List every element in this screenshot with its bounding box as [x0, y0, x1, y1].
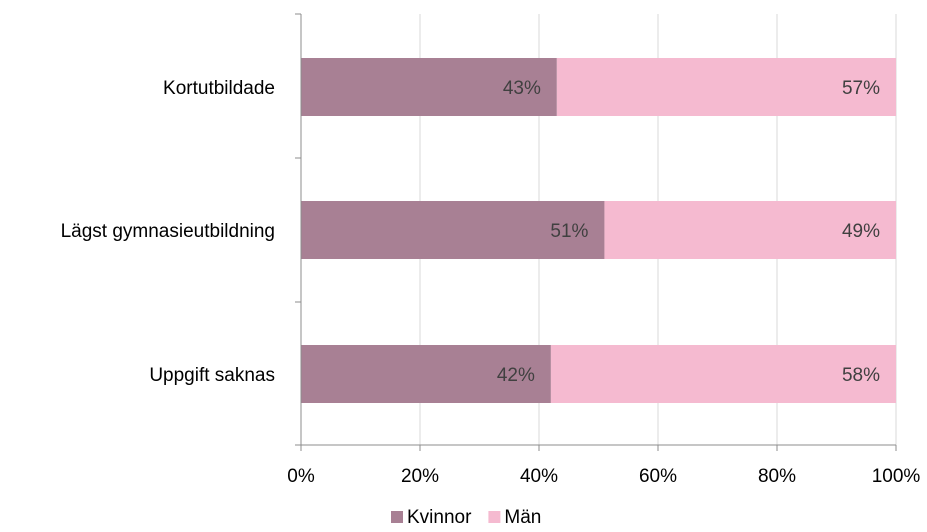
bars — [301, 58, 896, 403]
x-tick-label: 20% — [401, 466, 439, 487]
legend: Kvinnor Män — [391, 507, 541, 528]
data-label: 51% — [550, 221, 588, 242]
bar-segment — [556, 58, 896, 116]
legend-label: Kvinnor — [407, 507, 472, 528]
x-tick-label: 60% — [639, 466, 677, 487]
legend-swatch — [391, 511, 403, 523]
x-tick-label: 100% — [872, 466, 921, 487]
data-label: 58% — [842, 365, 880, 386]
legend-label: Män — [504, 507, 541, 528]
bar-segment — [301, 201, 605, 259]
data-label: 49% — [842, 221, 880, 242]
bar-segment — [301, 345, 551, 403]
bar-segment — [604, 201, 896, 259]
bar-segment — [301, 58, 557, 116]
data-label: 42% — [497, 365, 535, 386]
category-label: Kortutbildade — [163, 78, 275, 99]
bar-segment — [550, 345, 896, 403]
data-label: 57% — [842, 78, 880, 99]
legend-swatch — [488, 511, 501, 523]
category-label: Uppgift saknas — [149, 365, 275, 386]
data-label: 43% — [503, 78, 541, 99]
axes — [295, 13, 897, 451]
x-tick-label: 0% — [287, 466, 315, 487]
x-tick-label: 40% — [520, 466, 558, 487]
category-label: Lägst gymnasieutbildning — [61, 221, 275, 242]
labels: 43% 57% Kortutbildade 51% 49% Lägst gymnasieu… — [61, 78, 921, 487]
x-tick-label: 80% — [758, 466, 796, 487]
